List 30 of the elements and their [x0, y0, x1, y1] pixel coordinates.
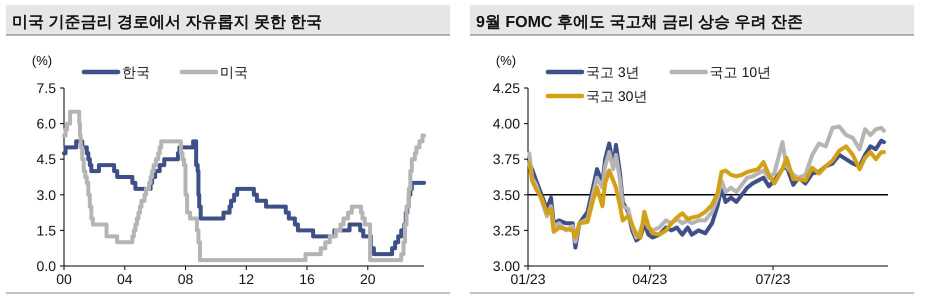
- x-tick-label: 20: [360, 271, 376, 287]
- y-tick-label: 4.5: [36, 151, 56, 168]
- x-tick-label: 01/23: [510, 271, 546, 287]
- legend-label: 국고 10년: [710, 64, 772, 80]
- y-tick-label: 3.0: [36, 186, 56, 203]
- legend-label: 국고 3년: [586, 64, 640, 80]
- y-tick-label: 4.00: [492, 116, 520, 132]
- y-tick-label: 0.0: [36, 258, 56, 274]
- y-tick-label: 3.75: [492, 151, 520, 168]
- chart-title: 미국 기준금리 경로에서 자유롭지 못한 한국: [12, 14, 322, 31]
- x-tick-label: 04/23: [632, 271, 668, 287]
- y-tick-label: 1.5: [36, 222, 56, 238]
- x-tick-label: 08: [178, 271, 194, 287]
- x-tick-label: 12: [238, 271, 254, 287]
- x-tick-label: 16: [299, 271, 316, 287]
- y-tick-label: 4.25: [492, 80, 520, 96]
- x-tick-label: 04: [116, 271, 133, 287]
- legend-label: 한국: [122, 64, 150, 80]
- y-tick-label: 7.5: [36, 80, 56, 96]
- y-tick-label: 3.25: [492, 222, 520, 238]
- y-axis-title: (%): [496, 53, 516, 68]
- y-tick-label: 3.50: [492, 186, 520, 203]
- legend-label: 미국: [220, 64, 248, 80]
- y-axis-title: (%): [32, 53, 52, 68]
- legend-label: 국고 30년: [586, 88, 648, 104]
- y-tick-label: 6.0: [36, 116, 56, 132]
- x-tick-label: 00: [56, 271, 72, 287]
- chart-title: 9월 FOMC 후에도 국고채 금리 상승 우려 잔존: [476, 14, 804, 31]
- x-tick-label: 07/23: [755, 271, 791, 287]
- y-tick-label: 3.00: [492, 258, 520, 274]
